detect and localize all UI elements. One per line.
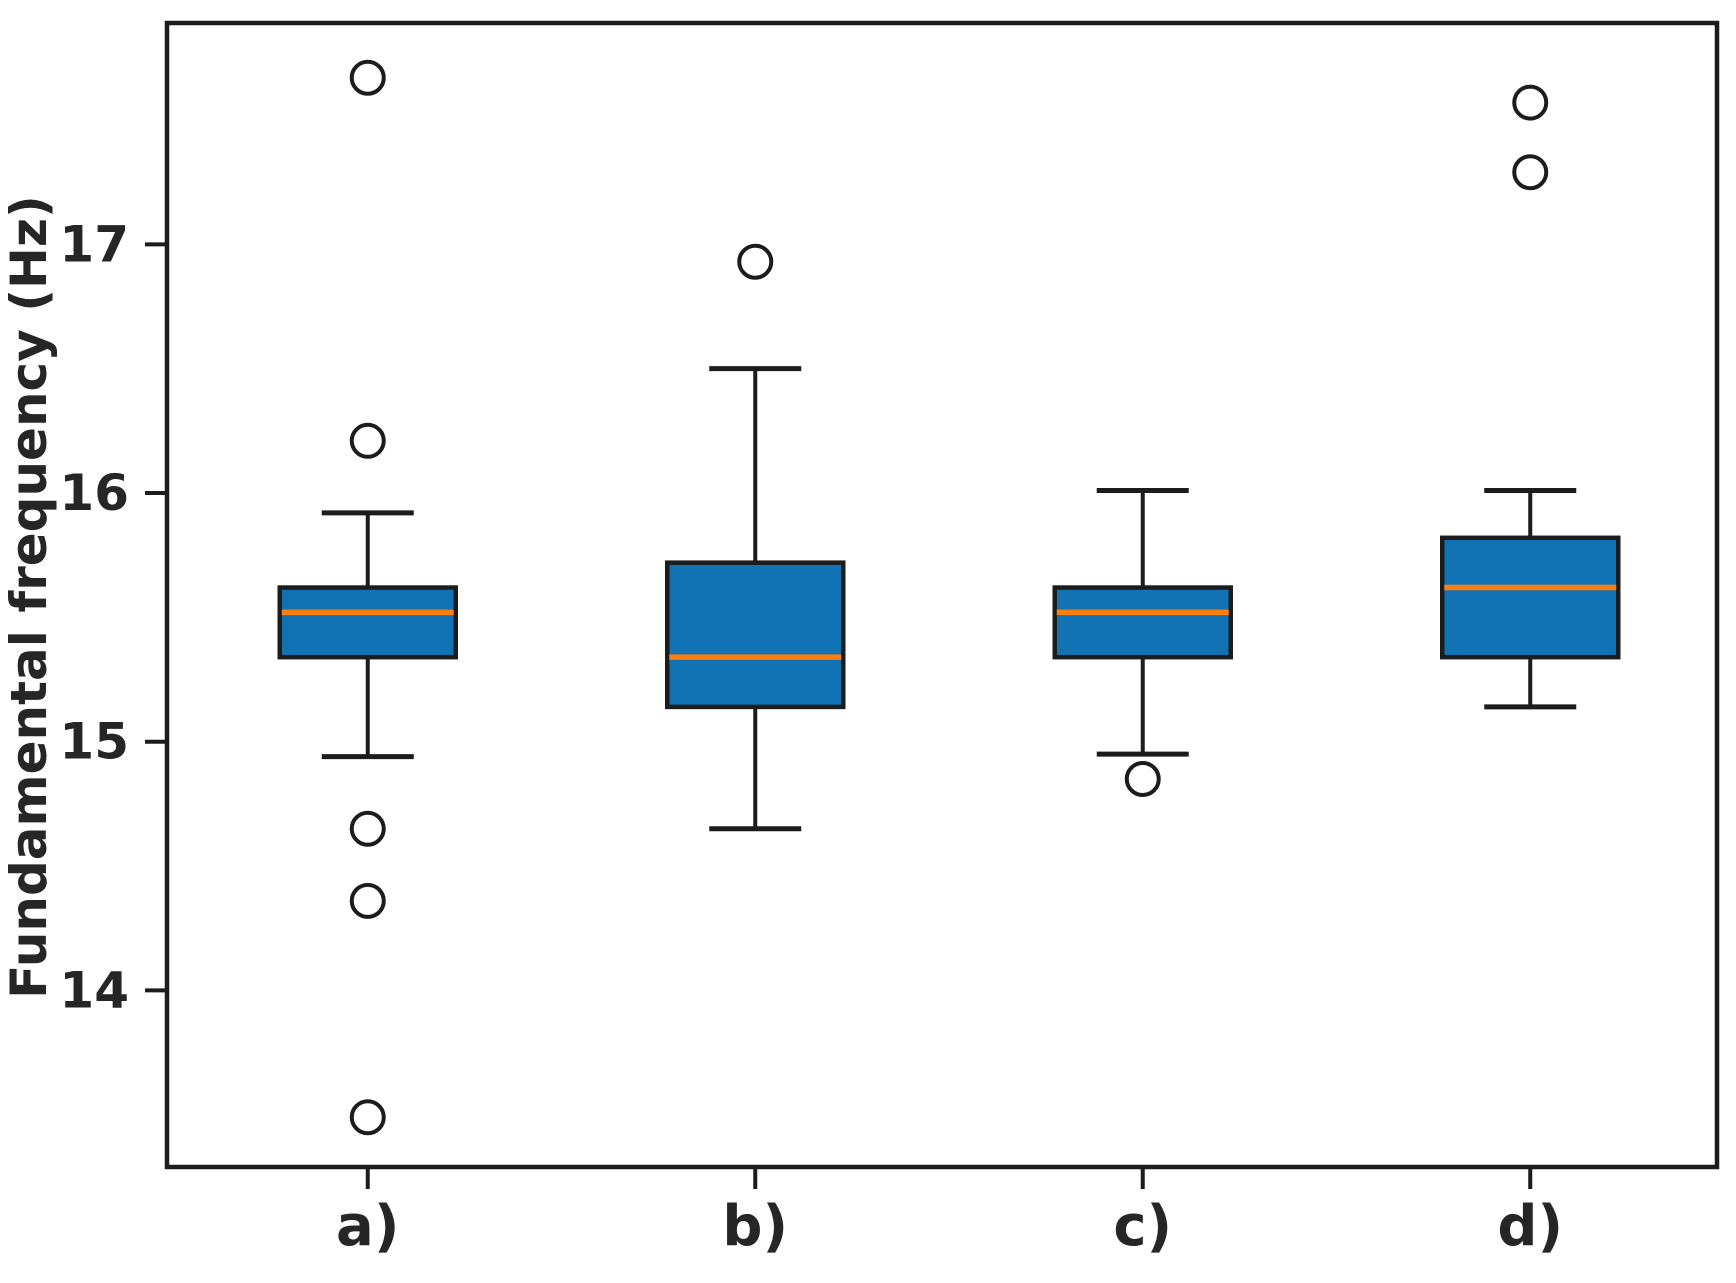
outlier-point [737, 243, 774, 280]
box-group [665, 243, 846, 832]
box-group [1440, 84, 1621, 710]
iqr-box [277, 585, 458, 660]
plot-frame [164, 20, 1720, 1170]
x-tick-label: d) [1497, 1194, 1563, 1259]
outlier-point [349, 59, 386, 96]
x-tick-label: c) [1113, 1194, 1172, 1259]
boxes-layer [277, 59, 1621, 1136]
y-axis: 14 15 16 17 [59, 215, 167, 1019]
y-tick-label: 15 [59, 713, 129, 771]
iqr-box [665, 560, 846, 710]
iqr-box [1052, 585, 1233, 660]
outlier-point [1124, 761, 1161, 798]
box-group [277, 59, 458, 1136]
x-tick-label: b) [722, 1194, 788, 1259]
y-tick-label: 16 [59, 464, 129, 522]
y-tick-label: 17 [59, 215, 129, 273]
outlier-point [349, 882, 386, 919]
y-axis-title: Fundamental frequency (Hz) [0, 195, 58, 999]
outlier-point [349, 1099, 386, 1136]
outlier-point [1512, 154, 1549, 191]
outlier-point [1512, 84, 1549, 121]
x-tick-label: a) [336, 1194, 399, 1259]
outlier-point [349, 422, 386, 459]
iqr-box [1440, 535, 1621, 660]
outlier-point [349, 810, 386, 847]
box-group [1052, 488, 1233, 798]
x-axis: a) b) c) d) [336, 1167, 1563, 1259]
y-tick-label: 14 [59, 961, 129, 1019]
plot-frame-layer [164, 20, 1720, 1170]
